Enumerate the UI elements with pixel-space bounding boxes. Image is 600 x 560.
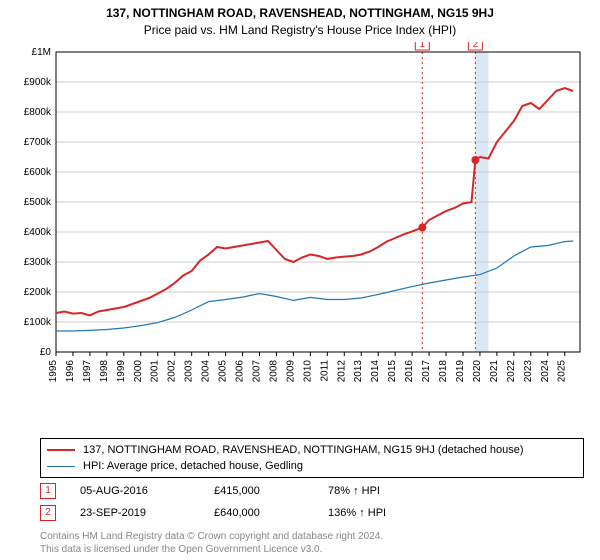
svg-text:2000: 2000	[133, 360, 144, 382]
legend-swatch-hpi	[47, 466, 75, 467]
title-address: 137, NOTTINGHAM ROAD, RAVENSHEAD, NOTTIN…	[0, 0, 600, 20]
sale-row-2: 2 23-SEP-2019 £640,000 136% ↑ HPI	[40, 502, 386, 524]
line-chart: £0 £100k £200k £300k £400k £500k £600k £700k £80…	[10, 42, 590, 382]
svg-text:£300k: £300k	[24, 257, 52, 268]
svg-text:2024: 2024	[540, 360, 551, 382]
svg-text:2: 2	[473, 42, 479, 50]
sale-price-1: £415,000	[214, 485, 304, 497]
sales-list: 1 05-AUG-2016 £415,000 78% ↑ HPI 2 23-SE…	[40, 480, 386, 524]
legend-item-property: 137, NOTTINGHAM ROAD, RAVENSHEAD, NOTTIN…	[47, 442, 577, 458]
svg-text:2007: 2007	[251, 360, 262, 382]
svg-text:1998: 1998	[99, 360, 110, 382]
svg-text:2010: 2010	[302, 360, 313, 382]
sale-price-2: £640,000	[214, 507, 304, 519]
svg-text:2002: 2002	[167, 360, 178, 382]
svg-text:2013: 2013	[353, 360, 364, 382]
svg-text:£600k: £600k	[24, 167, 52, 178]
svg-text:£100k: £100k	[24, 317, 52, 328]
svg-text:2011: 2011	[319, 360, 330, 382]
svg-text:£500k: £500k	[24, 197, 52, 208]
legend-label-property: 137, NOTTINGHAM ROAD, RAVENSHEAD, NOTTIN…	[83, 442, 524, 458]
sale-marker-1: 1	[40, 483, 56, 499]
svg-text:2001: 2001	[150, 360, 161, 382]
sale-row-1: 1 05-AUG-2016 £415,000 78% ↑ HPI	[40, 480, 386, 502]
footer-line2: This data is licensed under the Open Gov…	[40, 543, 383, 556]
svg-text:1995: 1995	[48, 360, 59, 382]
svg-text:2025: 2025	[557, 360, 568, 382]
sale-date-2: 23-SEP-2019	[80, 507, 190, 519]
svg-text:2005: 2005	[218, 360, 229, 382]
svg-text:£1M: £1M	[32, 47, 51, 58]
svg-text:2017: 2017	[421, 360, 432, 382]
chart-container: 137, NOTTINGHAM ROAD, RAVENSHEAD, NOTTIN…	[0, 0, 600, 560]
svg-text:£200k: £200k	[24, 287, 52, 298]
legend-swatch-property	[47, 449, 75, 451]
svg-text:1997: 1997	[82, 360, 93, 382]
sale-date-1: 05-AUG-2016	[80, 485, 190, 497]
footer-credits: Contains HM Land Registry data © Crown c…	[40, 530, 383, 556]
svg-text:£800k: £800k	[24, 107, 52, 118]
svg-text:£700k: £700k	[24, 137, 52, 148]
svg-text:2003: 2003	[184, 360, 195, 382]
svg-text:2004: 2004	[201, 360, 212, 382]
legend-label-hpi: HPI: Average price, detached house, Gedl…	[83, 458, 303, 474]
legend-item-hpi: HPI: Average price, detached house, Gedl…	[47, 458, 577, 474]
footer-line1: Contains HM Land Registry data © Crown c…	[40, 530, 383, 543]
svg-text:2012: 2012	[336, 360, 347, 382]
svg-text:2006: 2006	[235, 360, 246, 382]
sale-hpi-2: 136% ↑ HPI	[328, 507, 386, 519]
svg-text:£0: £0	[40, 347, 52, 358]
sale-marker-2: 2	[40, 505, 56, 521]
svg-text:2022: 2022	[506, 360, 517, 382]
svg-text:2021: 2021	[489, 360, 500, 382]
svg-text:£400k: £400k	[24, 227, 52, 238]
svg-text:2009: 2009	[285, 360, 296, 382]
svg-text:2018: 2018	[438, 360, 449, 382]
svg-text:2016: 2016	[404, 360, 415, 382]
svg-text:1999: 1999	[116, 360, 127, 382]
chart-area: £0 £100k £200k £300k £400k £500k £600k £700k £80…	[10, 42, 590, 382]
svg-text:1996: 1996	[65, 360, 76, 382]
svg-text:2020: 2020	[472, 360, 483, 382]
svg-text:2023: 2023	[523, 360, 534, 382]
svg-text:2008: 2008	[268, 360, 279, 382]
sale-hpi-1: 78% ↑ HPI	[328, 485, 380, 497]
legend: 137, NOTTINGHAM ROAD, RAVENSHEAD, NOTTIN…	[40, 438, 584, 478]
svg-text:£900k: £900k	[24, 77, 52, 88]
svg-text:2019: 2019	[455, 360, 466, 382]
svg-text:2014: 2014	[370, 360, 381, 382]
svg-text:1: 1	[420, 42, 426, 50]
title-subtitle: Price paid vs. HM Land Registry's House …	[0, 20, 600, 37]
svg-text:2015: 2015	[387, 360, 398, 382]
